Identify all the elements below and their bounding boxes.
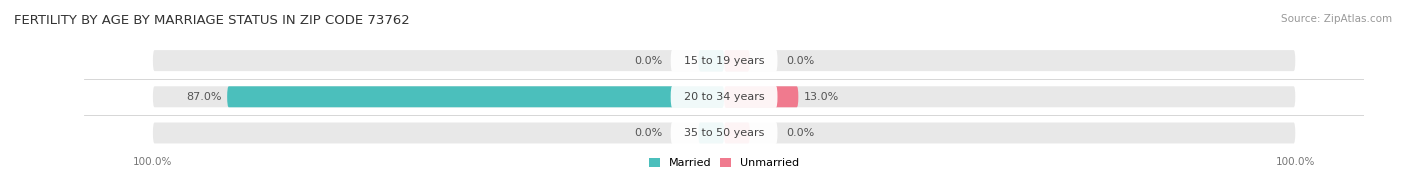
- Text: Source: ZipAtlas.com: Source: ZipAtlas.com: [1281, 14, 1392, 24]
- Text: 35 to 50 years: 35 to 50 years: [683, 128, 765, 138]
- Text: FERTILITY BY AGE BY MARRIAGE STATUS IN ZIP CODE 73762: FERTILITY BY AGE BY MARRIAGE STATUS IN Z…: [14, 14, 409, 27]
- Legend: Married, Unmarried: Married, Unmarried: [648, 158, 800, 169]
- FancyBboxPatch shape: [724, 122, 749, 143]
- FancyBboxPatch shape: [724, 50, 749, 71]
- FancyBboxPatch shape: [724, 86, 799, 107]
- FancyBboxPatch shape: [153, 86, 724, 107]
- FancyBboxPatch shape: [671, 50, 778, 72]
- FancyBboxPatch shape: [153, 50, 724, 71]
- Text: 0.0%: 0.0%: [634, 128, 662, 138]
- FancyBboxPatch shape: [671, 122, 778, 144]
- Text: 13.0%: 13.0%: [804, 92, 839, 102]
- Text: 20 to 34 years: 20 to 34 years: [683, 92, 765, 102]
- Text: 87.0%: 87.0%: [186, 92, 222, 102]
- FancyBboxPatch shape: [671, 86, 778, 108]
- FancyBboxPatch shape: [228, 86, 724, 107]
- FancyBboxPatch shape: [724, 122, 1295, 143]
- FancyBboxPatch shape: [699, 122, 724, 143]
- FancyBboxPatch shape: [153, 122, 724, 143]
- FancyBboxPatch shape: [699, 50, 724, 71]
- Text: 0.0%: 0.0%: [786, 56, 814, 66]
- FancyBboxPatch shape: [724, 86, 1295, 107]
- Text: 15 to 19 years: 15 to 19 years: [683, 56, 765, 66]
- Text: 0.0%: 0.0%: [786, 128, 814, 138]
- Text: 0.0%: 0.0%: [634, 56, 662, 66]
- FancyBboxPatch shape: [724, 50, 1295, 71]
